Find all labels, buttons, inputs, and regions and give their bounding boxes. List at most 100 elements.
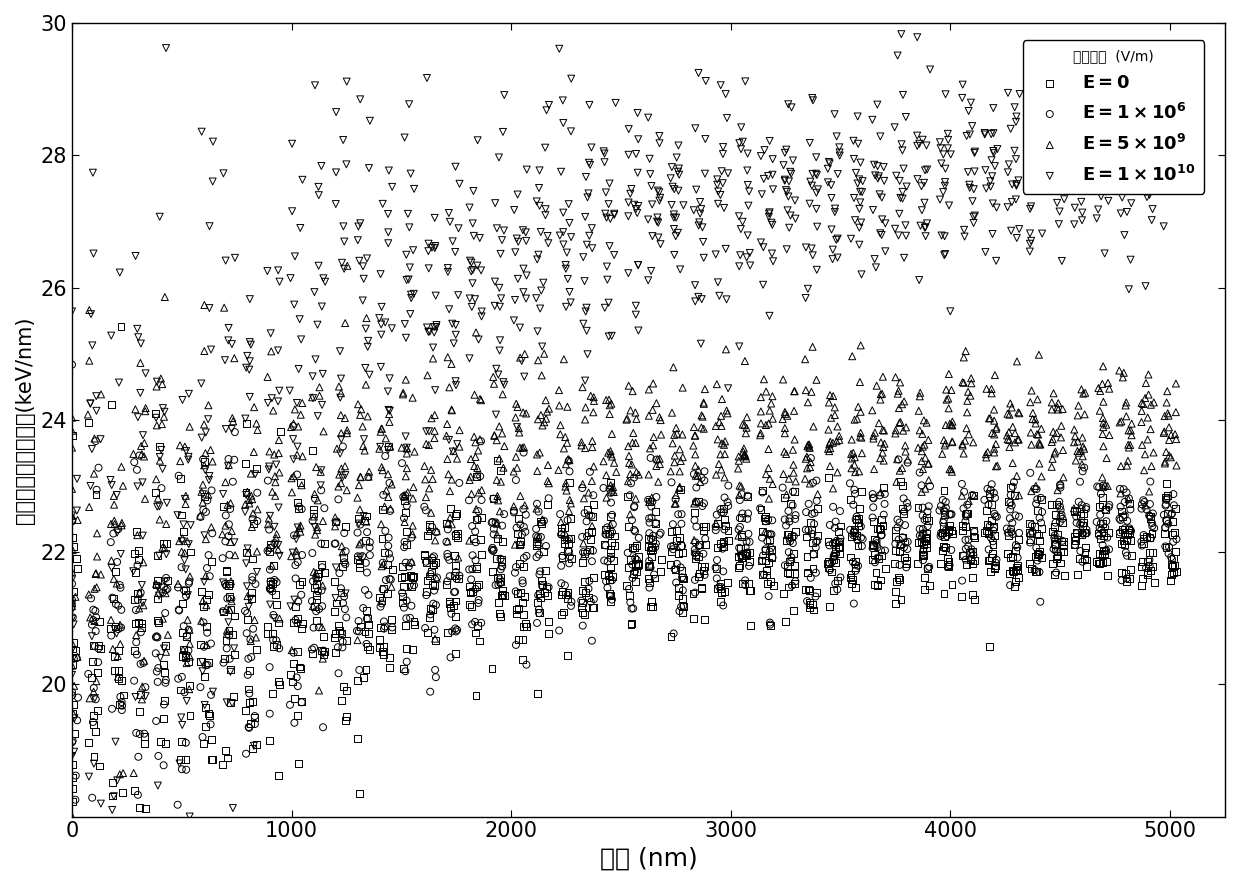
Point [1042,395,1061,409]
Point [818,395,838,409]
Point [334,596,353,610]
Point [393,385,413,400]
Point [807,501,827,516]
$\mathbf{E=5\times10^{9}}$ [248,502,268,517]
Point [575,305,595,319]
$\mathbf{E=5\times10^{9}}$ [84,685,104,699]
Point [517,548,537,563]
Point [913,547,932,561]
Point [503,314,523,328]
Point [1095,502,1115,517]
Point [350,787,370,801]
Point [448,530,467,544]
Point [100,517,120,531]
Point [174,642,193,657]
Point [827,465,847,479]
Point [424,549,444,563]
Point [684,505,704,519]
Point [913,133,932,147]
Point [562,230,582,245]
Point [88,873,108,886]
Point [169,580,188,595]
Point [952,589,972,603]
$\mathbf{E=1\times10^{10}}$ [445,374,465,388]
Point [506,584,526,598]
Point [667,426,687,440]
Point [1074,506,1094,520]
Point [999,408,1019,422]
Point [661,540,681,554]
Point [667,151,687,165]
$\mathbf{E=1\times10^{6}}$ [465,525,485,539]
Point [688,290,708,304]
Point [1092,163,1112,177]
Point [820,563,839,577]
Point [239,292,259,307]
Point [1099,194,1118,208]
Point [149,615,169,629]
Point [629,557,649,571]
Point [937,127,957,141]
Point [1110,482,1130,496]
Point [146,411,166,425]
Point [935,540,955,555]
Point [424,584,444,598]
Point [212,527,232,541]
Point [552,527,572,541]
Point [198,587,218,602]
Point [776,143,796,157]
Point [394,130,414,144]
Point [830,540,849,555]
Point [216,422,236,436]
Point [1074,442,1094,456]
Point [175,553,195,567]
Point [624,500,644,514]
Point [822,190,842,205]
Point [311,483,331,497]
Point [897,556,916,571]
Point [268,538,288,552]
Point [777,566,797,580]
Point [560,124,580,138]
Point [830,534,849,548]
Point [956,421,976,435]
Point [986,556,1006,570]
Point [618,490,637,504]
Point [1094,173,1114,187]
Point [86,724,105,738]
Point [931,499,951,513]
Point [639,468,658,482]
Point [806,473,826,487]
Point [728,462,748,476]
Point [269,465,289,479]
Point [131,688,151,702]
Point [572,594,591,608]
Point [939,401,959,416]
Point [148,592,167,606]
$\mathbf{E=1\times10^{10}}$ [863,113,883,127]
Point [961,546,981,560]
Point [285,613,305,627]
Point [889,572,909,587]
Point [735,449,755,463]
Point [486,408,506,422]
Point [965,144,985,159]
Point [314,720,334,734]
Point [820,156,839,170]
Point [263,608,283,622]
Point [418,325,438,339]
Point [219,548,239,562]
Point [1003,420,1023,434]
Point [1070,181,1090,195]
Point [237,488,257,502]
Point [195,698,215,712]
Point [870,226,890,240]
Point [444,599,464,613]
Point [755,514,775,528]
Point [1045,567,1065,581]
Point [641,179,661,193]
Point [763,389,782,403]
Point [718,499,738,513]
Point [217,591,237,605]
Point [774,158,794,172]
